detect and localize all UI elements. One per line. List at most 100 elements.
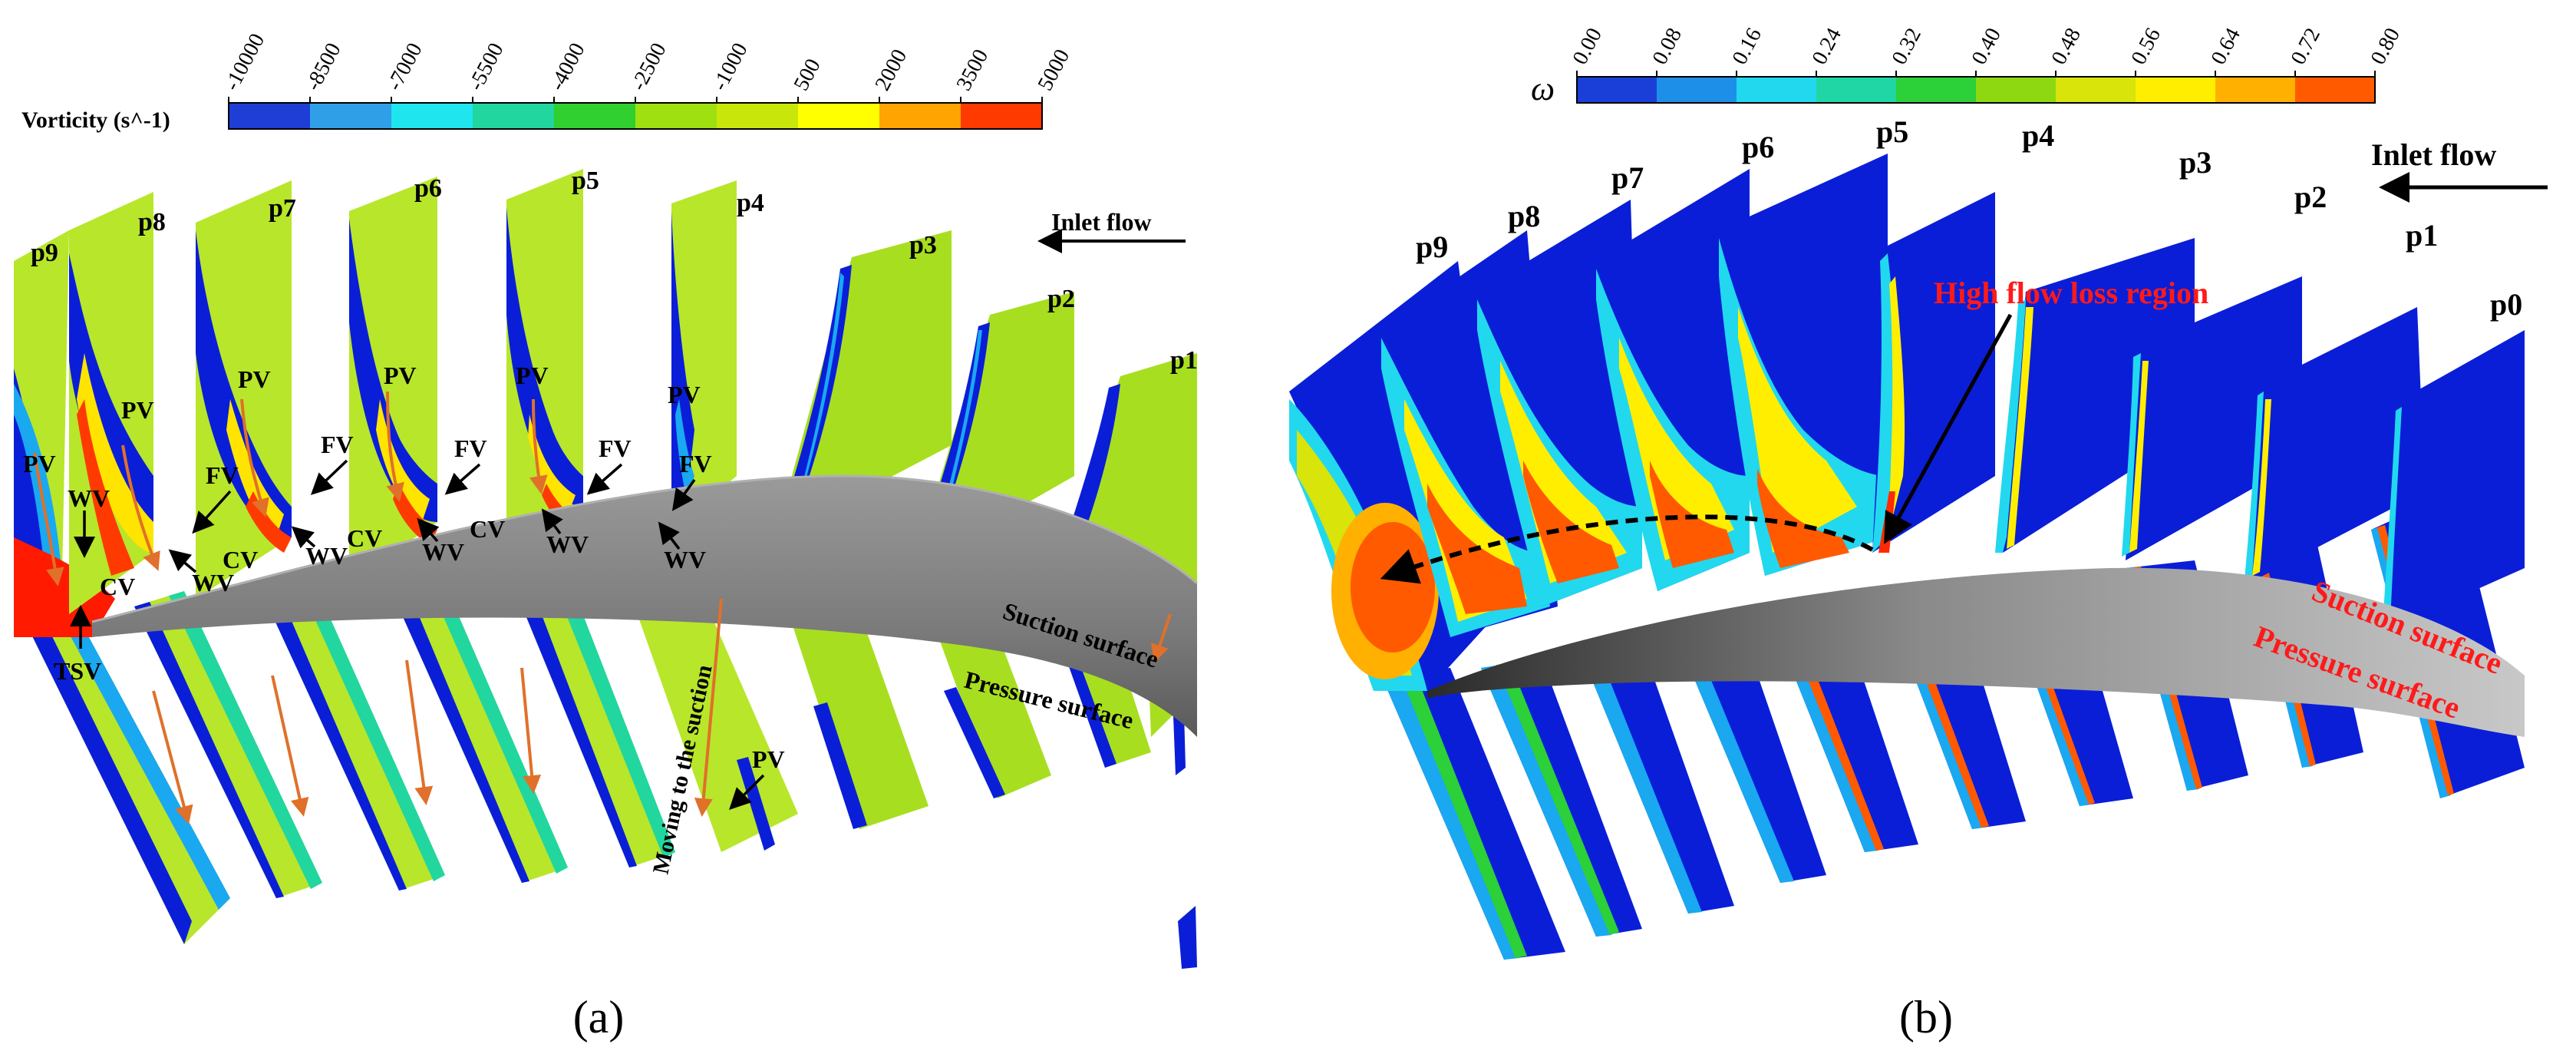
pv-label-p8: PV (121, 396, 154, 424)
colorbar-b-swatch (2215, 77, 2296, 103)
colorbar-b-tick-label: 0.48 (2047, 24, 2086, 68)
colorbar-b-tick-label: 0.24 (1808, 24, 1846, 68)
vortex-arrows-a (70, 459, 765, 810)
colorbar-a-tick-label: -2500 (627, 39, 671, 94)
plane-labels-a: p9 p8 p7 p6 p5 p4 p3 p2 p1 (31, 167, 1198, 375)
plane-label-p2-b: p2 (2294, 180, 2327, 214)
cv-label-p9: CV (100, 573, 135, 600)
plane-label-p7-b: p7 (1611, 160, 1644, 195)
colorbar-a-swatch (961, 103, 1043, 129)
plane-label-p5-a: p5 (572, 167, 599, 195)
plane-label-p4-b: p4 (2022, 118, 2054, 153)
high-loss-arrow (1884, 313, 2013, 544)
upper-planes-b (1289, 154, 2525, 691)
pv-label-p5: PV (516, 362, 549, 389)
colorbar-a-title: Vorticity (s^-1) (21, 107, 170, 133)
colorbar-a-swatch (717, 103, 799, 129)
plane-label-p6-a: p6 (414, 174, 442, 203)
colorbar-a-ticks: -10000 -8500 -7000 -5500 -4000 -2500 -1000 500 2… (220, 30, 1075, 103)
cv-label-p7: CV (347, 524, 382, 552)
lower-planes-a (14, 507, 1197, 969)
plane-label-p5-b: p5 (1876, 114, 1908, 149)
colorbar-a-swatch (310, 103, 392, 129)
caption-b: (b) (1899, 992, 1953, 1043)
colorbar-a-tick-label: -1000 (708, 39, 753, 94)
colorbar-a-tick-label: 5000 (1034, 45, 1075, 94)
fv-label-p5: FV (599, 435, 632, 462)
tsv-label: TSV (54, 657, 101, 685)
pv-label-p6: PV (384, 362, 417, 389)
fv-label-p4: FV (679, 450, 712, 477)
flow-arrows-a (33, 391, 1172, 824)
high-loss-label: High flow loss region (1934, 276, 2208, 310)
plane-labels-b: p9 p8 p7 p6 p5 p4 p3 p2 p1 p0 (1416, 114, 2522, 322)
colorbar-a-swatch (635, 103, 717, 129)
colorbar-b-tick-label: 0.72 (2287, 24, 2325, 68)
colorbar-b-tick-label: 0.00 (1568, 24, 1607, 68)
colorbar-b-symbol: ω (1531, 70, 1555, 107)
vortex-labels-a: PV PV PV PV PV PV PV FV FV FV FV FV WV W… (23, 362, 785, 773)
plane-label-p8-a: p8 (138, 208, 166, 236)
plane-label-p3-a: p3 (909, 231, 937, 259)
colorbar-b-tick-label: 0.56 (2127, 24, 2165, 68)
colorbar-b: ω 0.00 0.08 0.16 0.24 0.32 0.40 0.48 0.56 0.64 0.… (1531, 24, 2405, 107)
colorbar-a-swatch (798, 103, 880, 129)
colorbar-b-swatch (1816, 77, 1897, 103)
wv-label-p6: WV (422, 538, 464, 566)
pv-label-lower: PV (752, 745, 785, 773)
colorbar-a-swatch (554, 103, 636, 129)
colorbar-b-swatch (2056, 77, 2136, 103)
plane-label-p3-b: p3 (2179, 145, 2212, 180)
wv-label-p7: WV (305, 542, 348, 570)
wv-label-p4: WV (664, 546, 706, 573)
colorbar-a-swatch (229, 103, 311, 129)
loss-migration-path (1380, 514, 1874, 584)
plane-label-p0-b: p0 (2490, 287, 2522, 322)
colorbar-b-tick-label: 0.64 (2207, 24, 2245, 68)
colorbar-a-tick-label: -7000 (383, 39, 427, 94)
colorbar-b-tick-label: 0.80 (2367, 24, 2405, 68)
inlet-flow-a-label: Inlet flow (1051, 208, 1152, 236)
colorbar-b-tick-label: 0.32 (1888, 24, 1926, 68)
colorbar-a-tick-label: -10000 (220, 30, 270, 95)
colorbar-b-swatch (1577, 77, 1657, 103)
colorbar-b-swatches (1576, 76, 2376, 104)
plane-label-p4-a: p4 (737, 189, 764, 217)
colorbar-a-tick-label: -5500 (464, 39, 509, 94)
colorbar-b-ticks: 0.00 0.08 0.16 0.24 0.32 0.40 0.48 0.56 0.64 0.72… (1568, 24, 2405, 77)
blade-b (1427, 567, 2525, 737)
blade-a (92, 476, 1197, 737)
caption-a: (a) (573, 992, 625, 1043)
pv-label-p7: PV (238, 365, 271, 393)
wv-label-p5: WV (546, 530, 589, 558)
colorbar-a-swatch (879, 103, 961, 129)
pv-label-p4: PV (668, 381, 701, 408)
colorbar-a-swatch (391, 103, 473, 129)
plane-label-p7-a: p7 (269, 194, 296, 223)
colorbar-a-tick-label: 500 (790, 55, 826, 95)
inlet-flow-b: Inlet flow (2371, 137, 2548, 203)
colorbar-b-tick-label: 0.16 (1728, 24, 1766, 68)
wv-label-p8: WV (192, 569, 234, 596)
plane-label-p6-b: p6 (1742, 130, 1774, 164)
plane-label-p8-b: p8 (1508, 199, 1540, 233)
colorbar-b-swatch (1737, 77, 1817, 103)
colorbar-b-swatch (2295, 77, 2376, 103)
colorbar-b-tick-label: 0.40 (1967, 24, 2006, 68)
colorbar-b-tick-label: 0.08 (1648, 24, 1687, 68)
colorbar-b-swatch (1896, 77, 1977, 103)
colorbar-a-swatch (473, 103, 555, 129)
inlet-flow-a: Inlet flow (1037, 208, 1186, 253)
pv-label-p9: PV (23, 450, 56, 477)
fv-label-p8: FV (206, 461, 239, 489)
colorbar-b-swatch (1657, 77, 1737, 103)
colorbar-a-tick-label: -8500 (302, 39, 346, 94)
panel-a: Vorticity (s^-1) -10000 -8500 -7000 -5500 -4… (14, 30, 1198, 1043)
wv-label-p9: WV (68, 484, 110, 512)
colorbar-a-tick-label: -4000 (546, 39, 590, 94)
plane-label-p2-a: p2 (1047, 285, 1075, 313)
fv-label-p7: FV (321, 431, 354, 458)
colorbar-a-tick-label: 3500 (952, 45, 994, 94)
plane-label-p1-b: p1 (2406, 218, 2438, 253)
